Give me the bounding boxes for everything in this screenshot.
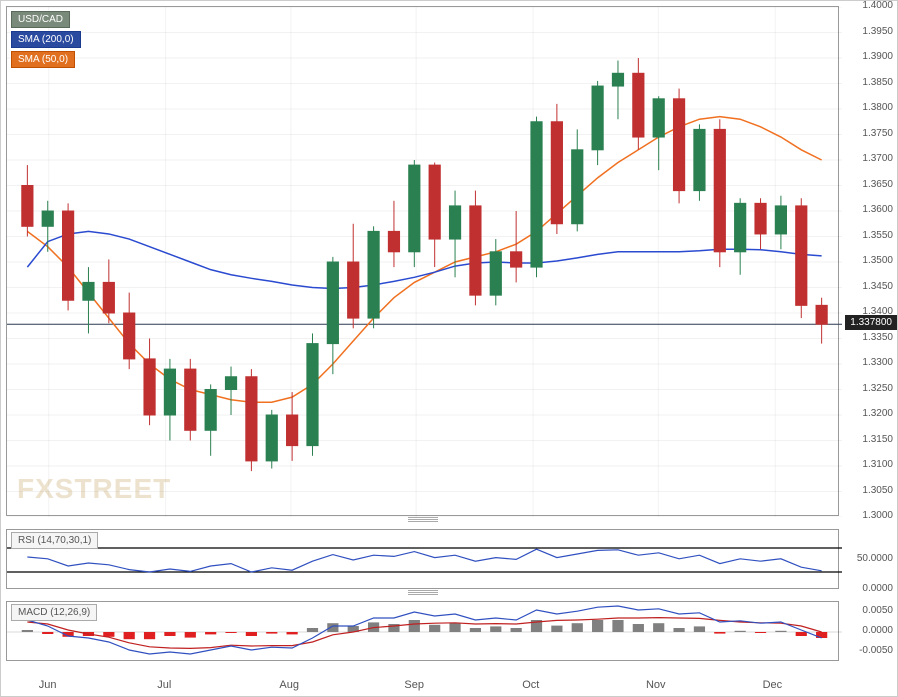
y-tick-label: 1.3850 xyxy=(862,77,893,88)
sma200-legend: SMA (200,0) xyxy=(11,31,81,48)
rsi-panel[interactable]: RSI (14,70,30,1) xyxy=(6,529,839,589)
y-tick-label: 1.3350 xyxy=(862,332,893,343)
y-tick-label: 1.3900 xyxy=(862,51,893,62)
y-tick-label: 1.4000 xyxy=(862,0,893,11)
macd-chart-svg xyxy=(7,602,842,662)
x-tick-label: Jul xyxy=(157,679,171,691)
panel-resize-handle[interactable] xyxy=(408,590,438,596)
rsi-chart-svg xyxy=(7,530,842,590)
y-tick-label: 1.3950 xyxy=(862,26,893,37)
y-tick-label: 1.3450 xyxy=(862,281,893,292)
rsi-legend: RSI (14,70,30,1) xyxy=(11,532,98,549)
y-tick-label: 1.3650 xyxy=(862,179,893,190)
x-tick-label: Aug xyxy=(279,679,299,691)
macd-y-axis: 0.0050 0.0000 -0.0050 xyxy=(842,601,897,661)
pair-legend: USD/CAD xyxy=(11,11,70,28)
y-tick-label: 1.3500 xyxy=(862,255,893,266)
watermark: FXSTREET xyxy=(17,473,171,505)
rsi-y-axis: 50.00000.0000 xyxy=(842,529,897,589)
x-tick-label: Nov xyxy=(646,679,666,691)
y-tick-label: 0.0050 xyxy=(862,605,893,616)
y-tick-label: 0.0000 xyxy=(862,625,893,636)
y-tick-label: 1.3200 xyxy=(862,408,893,419)
y-tick-label: 1.3000 xyxy=(862,510,893,521)
x-tick-label: Jun xyxy=(39,679,57,691)
price-panel[interactable]: USD/CAD SMA (200,0) SMA (50,0) FXSTREET xyxy=(6,6,839,516)
y-tick-label: 1.3300 xyxy=(862,357,893,368)
x-tick-label: Dec xyxy=(763,679,783,691)
y-tick-label: 1.3150 xyxy=(862,434,893,445)
chart-container: USD/CAD SMA (200,0) SMA (50,0) FXSTREET … xyxy=(0,0,898,697)
y-tick-label: 1.3750 xyxy=(862,128,893,139)
y-tick-label: -0.0050 xyxy=(859,645,893,656)
y-tick-label: 1.3700 xyxy=(862,153,893,164)
price-chart-svg xyxy=(7,7,842,517)
price-y-axis: 1.40001.39501.39001.38501.38001.37501.37… xyxy=(842,6,897,516)
sma50-legend: SMA (50,0) xyxy=(11,51,75,68)
macd-panel[interactable]: MACD (12,26,9) xyxy=(6,601,839,661)
y-tick-label: 1.3050 xyxy=(862,485,893,496)
y-tick-label: 1.3250 xyxy=(862,383,893,394)
panel-resize-handle[interactable] xyxy=(408,517,438,523)
macd-legend: MACD (12,26,9) xyxy=(11,604,97,621)
x-tick-label: Oct xyxy=(522,679,539,691)
y-tick-label: 50.0000 xyxy=(857,553,893,564)
y-tick-label: 0.0000 xyxy=(862,583,893,594)
y-tick-label: 1.3600 xyxy=(862,204,893,215)
x-tick-label: Sep xyxy=(404,679,424,691)
y-tick-label: 1.3800 xyxy=(862,102,893,113)
y-tick-label: 1.3550 xyxy=(862,230,893,241)
y-tick-label: 1.3100 xyxy=(862,459,893,470)
time-x-axis: Jun Jul Aug Sep Oct Nov Dec xyxy=(6,671,839,691)
current-price-tag: 1.337800 xyxy=(845,315,897,330)
